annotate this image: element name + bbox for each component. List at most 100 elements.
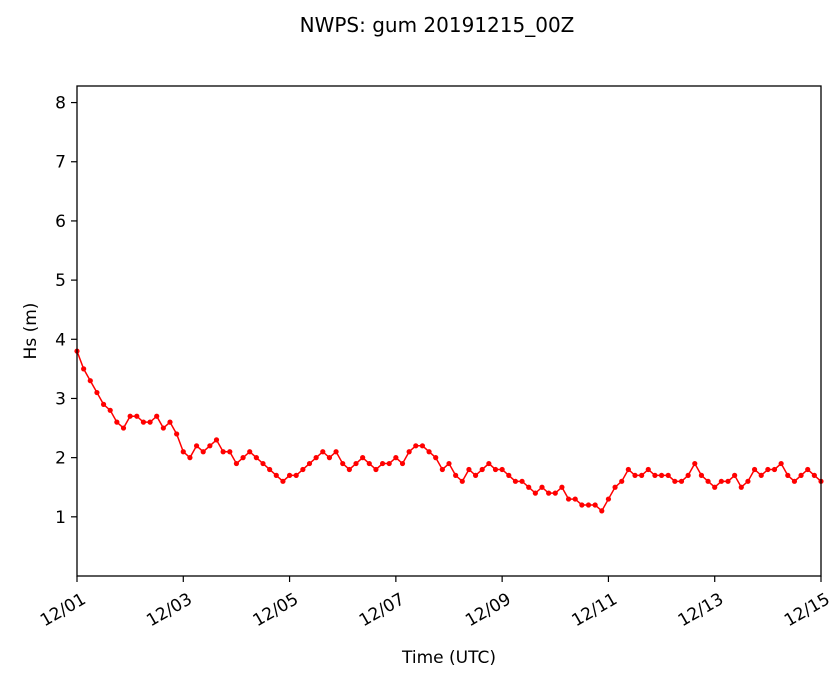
y-tick-label: 6 [55, 212, 66, 232]
data-point [778, 460, 784, 467]
data-point [147, 419, 153, 425]
data-point [652, 472, 658, 478]
data-point [771, 466, 778, 473]
x-tick-label: 12/09 [462, 589, 514, 631]
data-point [645, 466, 651, 473]
data-point [492, 466, 499, 473]
data-point [393, 455, 399, 461]
y-tick-label: 3 [55, 389, 66, 409]
data-point [373, 466, 379, 473]
data-point [286, 472, 293, 478]
data-point [692, 460, 698, 467]
plot-area [74, 348, 824, 514]
data-point [167, 419, 173, 425]
data-point [446, 460, 452, 467]
x-tick-label: 12/05 [250, 589, 302, 631]
data-point [592, 502, 598, 508]
y-tick-label: 1 [55, 508, 66, 528]
x-tick-label: 12/01 [37, 589, 89, 631]
data-point [227, 449, 233, 455]
data-point [439, 466, 445, 473]
data-point [625, 466, 631, 473]
data-point [751, 466, 758, 473]
data-point [193, 443, 200, 449]
data-point [472, 472, 479, 478]
data-point [565, 496, 572, 502]
data-point [805, 466, 811, 473]
x-tick-label: 12/11 [568, 589, 620, 631]
x-axis-label: Time (UTC) [401, 648, 496, 668]
data-point [479, 466, 485, 473]
data-point [174, 431, 180, 437]
data-point [665, 472, 671, 478]
data-point [260, 460, 266, 467]
data-point [672, 478, 678, 484]
data-point [798, 472, 804, 478]
data-point [585, 502, 592, 508]
data-point [738, 484, 744, 490]
data-point [459, 478, 465, 484]
data-point [466, 466, 472, 473]
data-point [333, 449, 339, 455]
data-point [758, 472, 764, 478]
data-point [605, 496, 612, 502]
data-point [399, 460, 406, 467]
chart-title: NWPS: gum 20191215_00Z [300, 13, 575, 37]
data-point [247, 449, 253, 455]
data-point [559, 484, 565, 490]
x-tick-label: 12/03 [143, 589, 195, 631]
x-tick-label: 12/07 [356, 589, 408, 631]
data-point [127, 413, 133, 419]
data-point [140, 419, 147, 425]
data-point [114, 419, 120, 425]
data-point [413, 443, 419, 449]
data-point [320, 449, 326, 455]
data-point [599, 508, 605, 514]
data-point [340, 460, 346, 467]
data-point [499, 466, 505, 473]
data-point [207, 443, 213, 449]
data-point [725, 478, 731, 484]
data-point [546, 490, 552, 496]
data-point [811, 472, 817, 478]
data-point [791, 478, 798, 484]
data-point [705, 478, 711, 484]
data-point [313, 455, 319, 461]
data-point [619, 478, 625, 484]
data-point [406, 449, 412, 455]
data-point [612, 484, 618, 490]
data-point [658, 472, 665, 478]
x-tick-label: 12/15 [781, 589, 833, 631]
data-point [453, 472, 459, 478]
y-tick-label: 8 [55, 94, 66, 114]
data-point [678, 478, 685, 484]
data-point [486, 460, 492, 467]
data-point [732, 472, 738, 478]
y-tick-label: 4 [55, 330, 66, 350]
data-point [353, 460, 359, 467]
data-point [87, 378, 93, 384]
axes-frame [76, 85, 822, 577]
data-point [512, 478, 519, 484]
y-tick-label: 7 [55, 153, 66, 173]
data-point [346, 466, 352, 473]
data-point [267, 466, 273, 473]
data-point [366, 460, 372, 467]
data-point [379, 460, 386, 467]
data-point [100, 401, 107, 407]
y-tick-label: 5 [55, 271, 66, 291]
data-point [273, 472, 279, 478]
data-point [532, 490, 538, 496]
data-point [745, 478, 751, 484]
data-point [81, 366, 87, 372]
data-point [120, 425, 127, 431]
data-point [220, 449, 226, 455]
data-point [306, 460, 313, 467]
data-point [107, 407, 113, 413]
data-point [552, 490, 558, 496]
y-tick-label: 2 [55, 449, 66, 469]
data-point [293, 472, 299, 478]
data-point [572, 496, 578, 502]
data-point [785, 472, 791, 478]
